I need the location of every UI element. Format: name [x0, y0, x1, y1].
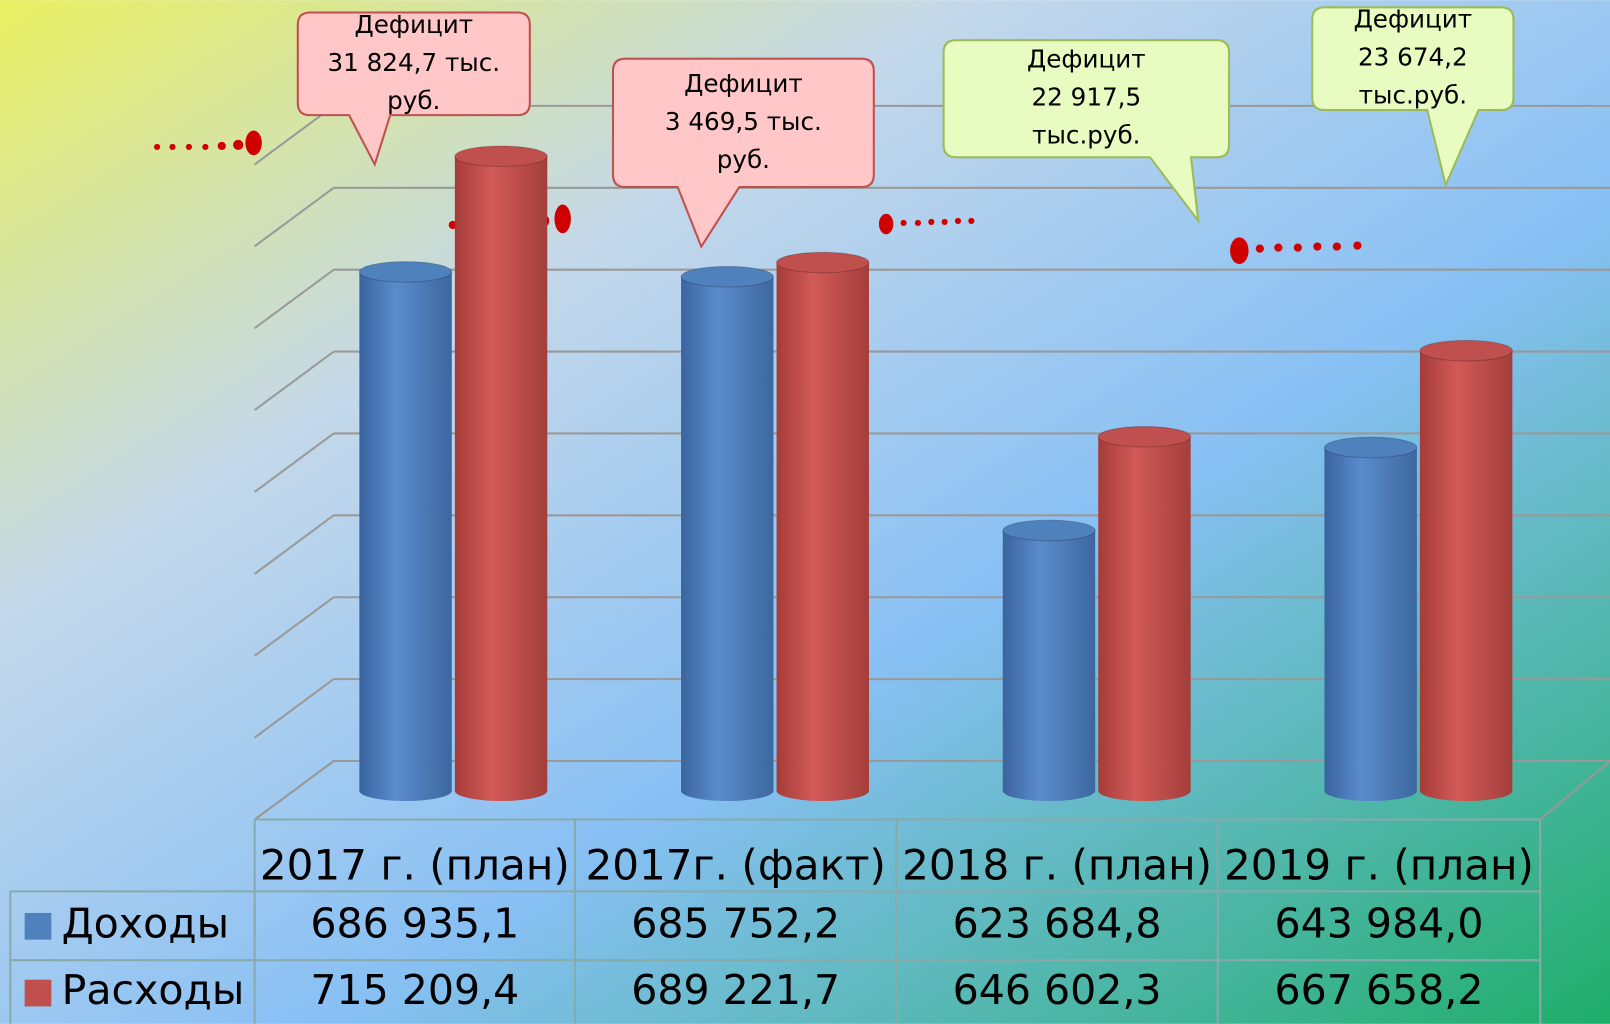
callout-text: Дефицит — [1354, 5, 1473, 34]
grid-line-side — [254, 596, 335, 657]
bar — [1419, 350, 1513, 791]
bar — [681, 276, 774, 791]
grid-line-side — [254, 268, 335, 330]
callout-box — [296, 11, 531, 168]
cylinder-top — [454, 145, 548, 168]
grid-line-side — [254, 350, 335, 411]
cylinder-top — [1097, 425, 1192, 448]
bar — [1324, 447, 1417, 791]
value-label: 689 221,7 — [631, 966, 840, 1014]
callout: Дефицит 23 674,2 тыс.руб. — [1311, 5, 1515, 189]
bar — [359, 271, 452, 791]
cylinder-top — [358, 261, 453, 283]
cylinder-top — [680, 265, 774, 288]
value-label: 715 209,4 — [310, 966, 519, 1014]
value-label: 646 602,3 — [953, 966, 1162, 1014]
grid-line-side — [254, 186, 335, 248]
bar — [454, 156, 548, 791]
value-label: 623 684,8 — [953, 899, 1162, 947]
callout-box — [1311, 6, 1515, 189]
callout-box — [611, 57, 875, 249]
value-label: 667 658,2 — [1274, 966, 1483, 1014]
cylinder-top — [776, 251, 870, 274]
callout-text: руб. — [717, 145, 770, 174]
callout-text: Дефицит — [1027, 45, 1146, 74]
callout-text: тыс.руб. — [1032, 121, 1140, 150]
callout-text: 22 917,5 — [1032, 83, 1142, 112]
legend-label: Расходы — [62, 966, 245, 1014]
callout-text: 3 469,5 тыс. — [665, 107, 822, 136]
legend-swatch — [24, 912, 52, 940]
callout-text: руб. — [387, 86, 440, 115]
value-label: 685 752,2 — [631, 899, 840, 947]
bar — [776, 262, 869, 791]
callout-box — [942, 39, 1231, 225]
grid-line-side — [254, 514, 335, 575]
callout-text: тыс.руб. — [1359, 81, 1467, 110]
category-label: 2019 г. (план) — [1224, 840, 1534, 889]
value-label: 643 984,0 — [1274, 899, 1483, 947]
callout-text: Дефицит — [684, 69, 803, 98]
bar — [1002, 530, 1096, 791]
cylinder-top — [1002, 519, 1096, 542]
callout-text: 31 824,7 тыс. — [327, 48, 500, 77]
value-label: 686 935,1 — [310, 899, 519, 947]
callout-text: Дефицит — [355, 10, 474, 39]
legend-swatch — [24, 979, 52, 1007]
cylinder-top — [1419, 339, 1513, 362]
grid-line-side — [254, 678, 335, 739]
callout: Дефицит 3 469,5 тыс. руб. — [611, 57, 875, 249]
grid-line-side — [254, 432, 335, 493]
cylinder-top — [1323, 436, 1418, 459]
callout: Дефицит 31 824,7 тыс. руб. — [296, 10, 531, 168]
category-label: 2017 г. (план) — [260, 840, 570, 889]
category-label: 2018 г. (план) — [902, 840, 1212, 889]
callout: Дефицит 22 917,5 тыс.руб. — [942, 39, 1231, 225]
callout-text: 23 674,2 — [1358, 43, 1468, 72]
legend-label: Доходы — [62, 899, 229, 947]
bar — [1098, 436, 1191, 791]
category-label: 2017г. (факт) — [585, 840, 885, 889]
